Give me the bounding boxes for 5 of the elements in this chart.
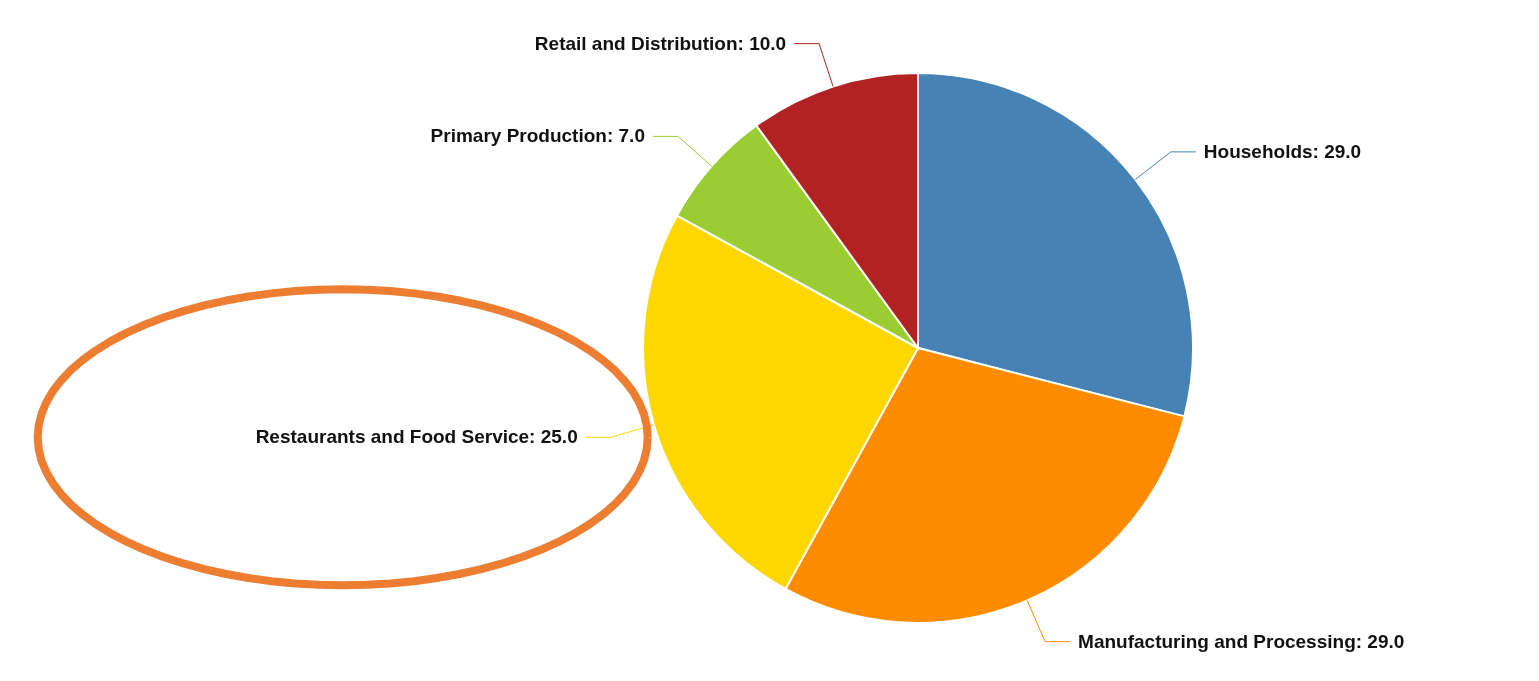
slice-label: Households: 29.0 <box>1203 140 1362 162</box>
slice-label: Restaurants and Food Service: 25.0 <box>255 426 578 448</box>
slice-label: Manufacturing and Processing: 29.0 <box>1078 630 1405 652</box>
slice-label: Primary Production: 7.0 <box>430 125 645 147</box>
slice-label: Retail and Distribution: 10.0 <box>534 32 787 54</box>
